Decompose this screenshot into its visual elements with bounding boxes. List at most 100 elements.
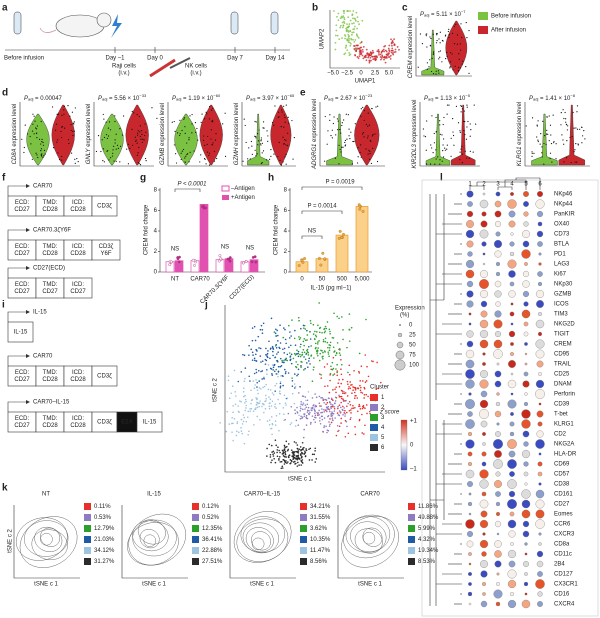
tsne-point <box>289 423 292 426</box>
axis-text: expression level <box>86 104 92 149</box>
umap-point <box>341 21 344 24</box>
umap-point <box>349 19 352 22</box>
axis-label: IL-15 (pg ml−1) <box>311 286 352 292</box>
x-tick-label: 0 <box>300 277 304 283</box>
violin-point <box>371 135 374 137</box>
violin-point <box>141 130 143 132</box>
dot <box>510 392 514 396</box>
tsne-point <box>279 386 282 389</box>
violin-point <box>450 137 452 139</box>
tsne-point <box>342 413 344 416</box>
percentage-label: 34.12% <box>94 548 115 554</box>
tsne-point <box>321 350 323 352</box>
tsne-point <box>379 381 382 384</box>
tsne-point <box>305 449 308 452</box>
domain-label: CD27 <box>14 423 30 429</box>
dot <box>523 211 529 217</box>
violin-point <box>40 143 42 145</box>
tsne-point <box>367 395 369 398</box>
domain-label: TMD: <box>43 200 58 206</box>
bracket <box>174 188 201 192</box>
violin-point <box>451 32 454 34</box>
tsne-point <box>265 354 268 356</box>
tsne-point <box>283 461 286 463</box>
dot <box>508 210 516 218</box>
domain-label: IL-15 <box>143 420 157 426</box>
tsne-point <box>327 397 330 399</box>
violin-point <box>344 139 347 142</box>
tsne-point <box>355 394 357 397</box>
dot <box>535 199 545 209</box>
column-label: 2 <box>482 182 486 188</box>
violin-point <box>577 144 579 146</box>
tsne-point <box>289 356 292 358</box>
dot <box>537 461 543 467</box>
tsne-point <box>328 410 331 413</box>
tsne-point <box>300 327 302 330</box>
legend-swatch <box>370 444 378 451</box>
umap-point <box>344 35 347 37</box>
violin <box>174 113 198 166</box>
tsne-point <box>325 327 328 330</box>
violin-point <box>61 159 63 161</box>
violin-point <box>350 131 352 133</box>
violin-point <box>446 104 449 106</box>
dot <box>508 560 516 568</box>
p-value: P = 0.0014 <box>307 204 337 210</box>
tsne-point <box>252 410 255 412</box>
tsne-point <box>276 455 279 458</box>
tsne-point <box>277 446 279 448</box>
tsne-point <box>269 453 272 456</box>
tsne-point <box>326 401 329 404</box>
violin-point <box>137 152 139 154</box>
dot <box>465 419 475 429</box>
domain-label: CD28 <box>70 377 86 383</box>
tsne-point <box>342 329 344 331</box>
tsne-point <box>270 405 273 407</box>
panel-label: c <box>402 3 408 14</box>
dot <box>480 300 488 308</box>
violin-point <box>548 115 550 117</box>
tsne-point <box>272 453 274 456</box>
dot <box>510 352 514 356</box>
violin-point <box>575 127 577 129</box>
tsne-point <box>334 396 337 399</box>
violin-point <box>425 163 428 165</box>
dot <box>479 289 489 299</box>
tsne-point <box>324 409 327 411</box>
umap-point <box>340 24 342 27</box>
tsne-point <box>293 352 296 355</box>
legend-swatch <box>300 503 307 510</box>
tsne-point <box>292 357 295 360</box>
tsne-point <box>289 331 291 333</box>
violin-point <box>122 115 125 117</box>
violin-point <box>70 124 72 126</box>
gene-label: Eomes <box>554 512 573 518</box>
percentage-label: 10.35% <box>310 537 331 543</box>
dot <box>466 300 474 308</box>
violin-point <box>446 51 448 54</box>
violin-point <box>363 119 365 121</box>
umap-point <box>391 40 394 42</box>
tsne-point <box>294 450 296 453</box>
violin-point <box>436 34 438 36</box>
tsne-point <box>340 373 343 376</box>
domain-label: CD28 <box>70 251 86 257</box>
tsne-point <box>255 407 257 409</box>
timeline-label: Day 7 <box>227 56 243 62</box>
violin-point <box>441 39 444 42</box>
umap-point <box>371 49 374 52</box>
tsne-point <box>248 375 251 378</box>
tsne-point <box>269 367 272 370</box>
violin-point <box>176 132 179 134</box>
legend-swatch <box>84 525 91 532</box>
violin-point <box>371 107 373 110</box>
dot <box>466 540 474 548</box>
gene-name: GZMH <box>234 147 240 165</box>
x-tick-label: CD27(ECD) <box>229 274 256 301</box>
tsne-point <box>243 354 246 357</box>
tsne-point <box>363 387 366 390</box>
umap-point <box>365 48 368 51</box>
tsne-point <box>267 350 269 352</box>
violin-point <box>463 120 465 122</box>
